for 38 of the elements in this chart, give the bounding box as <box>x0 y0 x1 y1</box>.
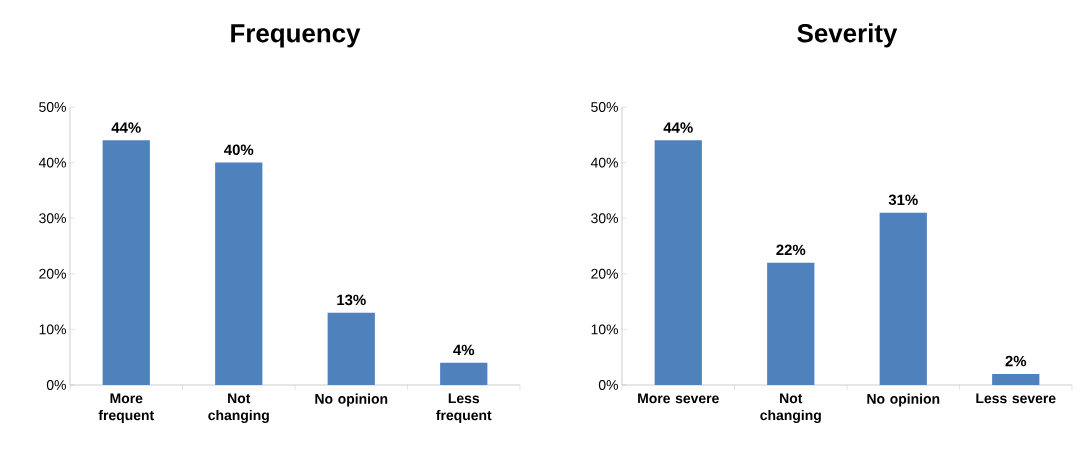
y-tick-label: 10% <box>39 324 66 335</box>
bar <box>992 373 1040 385</box>
bar <box>440 362 488 385</box>
x-tick-label: No opinion <box>867 393 940 407</box>
data-label: 40% <box>224 144 254 156</box>
x-tick-label: No opinion <box>315 393 388 407</box>
y-tick-label: 0% <box>598 380 618 390</box>
chart-title: Frequency <box>231 24 361 48</box>
x-tick-label: Less severe <box>976 393 1056 404</box>
bar <box>215 162 263 385</box>
chart-title: Severity <box>797 23 898 48</box>
x-tick-label: More severe <box>638 393 719 404</box>
x-tick-label: Not changing <box>760 393 821 424</box>
y-tick-label: 50% <box>39 102 66 112</box>
y-tick-label: 30% <box>591 213 618 224</box>
data-label: 4% <box>453 344 475 356</box>
y-tick-label: 10% <box>591 324 618 335</box>
y-tick-label: 50% <box>591 102 618 112</box>
data-label: 44% <box>111 122 141 133</box>
data-label: 13% <box>337 294 366 306</box>
bar <box>102 140 150 385</box>
bar <box>327 312 375 385</box>
y-tick-label: 40% <box>38 157 66 168</box>
x-tick-label: Not changing <box>208 393 269 424</box>
data-label: 22% <box>776 244 806 256</box>
data-label: 44% <box>663 122 693 133</box>
bar <box>879 212 927 385</box>
y-tick-label: 0% <box>46 380 66 390</box>
y-tick-label: 30% <box>39 213 66 224</box>
data-label: 31% <box>888 194 918 206</box>
bar <box>767 262 815 385</box>
y-tick-label: 20% <box>39 268 66 279</box>
x-tick-label: Less frequent <box>436 393 492 423</box>
bar <box>654 140 702 385</box>
data-label: 2% <box>1005 355 1027 367</box>
y-tick-label: 20% <box>591 268 618 279</box>
y-tick-label: 40% <box>590 157 618 168</box>
x-tick-label: More frequent <box>98 393 154 423</box>
